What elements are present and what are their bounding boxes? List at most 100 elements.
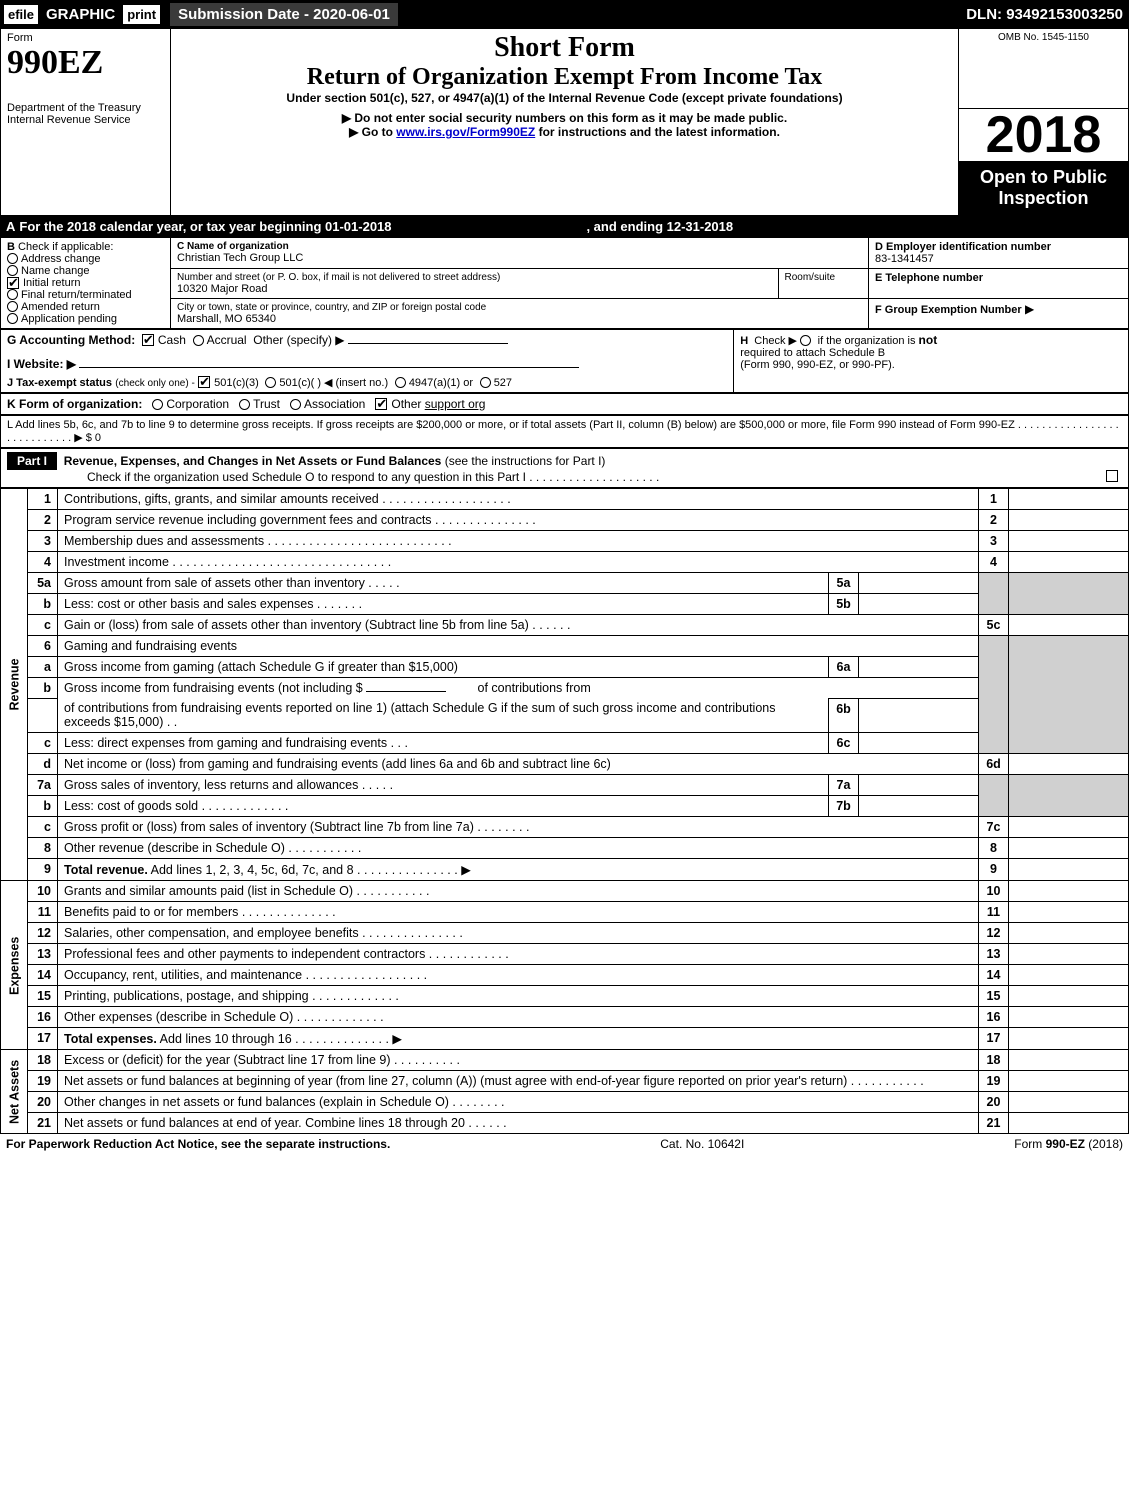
- l6-n: 6: [28, 635, 58, 656]
- l6c-amt[interactable]: [859, 733, 979, 754]
- grey-6c: [979, 733, 1009, 754]
- l9-r: 9: [979, 859, 1009, 881]
- l17-amt[interactable]: [1009, 1028, 1129, 1050]
- l7a-amt[interactable]: [859, 775, 979, 796]
- l5a-t: Gross amount from sale of assets other t…: [58, 572, 829, 593]
- g-accrual-check[interactable]: [193, 335, 204, 346]
- l20-t: Other changes in net assets or fund bala…: [58, 1092, 979, 1113]
- open-public: Open to Public Inspection: [959, 161, 1128, 215]
- l5b-m: 5b: [829, 593, 859, 614]
- l7a-n: 7a: [28, 775, 58, 796]
- h-b: if the organization is: [818, 335, 919, 347]
- j-b: 501(c)( ) ◀ (insert no.): [279, 377, 388, 389]
- l21-n: 21: [28, 1113, 58, 1134]
- print-button[interactable]: print: [123, 5, 160, 24]
- d-label: D Employer identification number: [875, 241, 1051, 253]
- f-arrow: ▶: [1025, 302, 1034, 316]
- j-note: (check only one) ‑: [115, 378, 194, 389]
- l7b-amt[interactable]: [859, 796, 979, 817]
- line-a-text-a: For the 2018 calendar year, or tax year …: [19, 219, 391, 234]
- part1-check[interactable]: [1106, 470, 1118, 482]
- l3-t: Membership dues and assessments . . . . …: [58, 530, 979, 551]
- main-title: Return of Organization Exempt From Incom…: [177, 64, 952, 91]
- goto-link[interactable]: www.irs.gov/Form990EZ: [396, 125, 535, 139]
- efile-button[interactable]: efile: [4, 5, 38, 24]
- l8-amt[interactable]: [1009, 838, 1129, 859]
- l11-amt[interactable]: [1009, 902, 1129, 923]
- l7a-m: 7a: [829, 775, 859, 796]
- ghij-block: G Accounting Method: Cash Accrual Other …: [0, 329, 1129, 393]
- l16-amt[interactable]: [1009, 1007, 1129, 1028]
- l3-amt[interactable]: [1009, 530, 1129, 551]
- l1-amt[interactable]: [1009, 488, 1129, 509]
- j-501c3[interactable]: [198, 376, 210, 388]
- l14-amt[interactable]: [1009, 965, 1129, 986]
- l18-r: 18: [979, 1050, 1009, 1071]
- k-assoc[interactable]: [290, 399, 301, 410]
- header-table: Form 990EZ Department of the Treasury In…: [0, 28, 1129, 216]
- l4-t: Investment income . . . . . . . . . . . …: [58, 551, 979, 572]
- l20-amt[interactable]: [1009, 1092, 1129, 1113]
- l2-r: 2: [979, 509, 1009, 530]
- l13-amt[interactable]: [1009, 944, 1129, 965]
- l4-amt[interactable]: [1009, 551, 1129, 572]
- l19-amt[interactable]: [1009, 1071, 1129, 1092]
- k-3: Other: [391, 397, 421, 411]
- l6b-t1: Gross income from fundraising events (no…: [64, 681, 363, 695]
- g-label: G Accounting Method:: [7, 333, 135, 347]
- g-cash-check[interactable]: [142, 334, 154, 346]
- l6b-t2: of contributions from fundraising events…: [58, 698, 829, 733]
- l5c-amt[interactable]: [1009, 614, 1129, 635]
- subtitle: Under section 501(c), 527, or 4947(a)(1)…: [177, 91, 952, 105]
- b-opt-initial[interactable]: [7, 277, 19, 289]
- l12-r: 12: [979, 923, 1009, 944]
- l10-amt[interactable]: [1009, 881, 1129, 902]
- l12-amt[interactable]: [1009, 923, 1129, 944]
- l15-amt[interactable]: [1009, 986, 1129, 1007]
- l6d-n: d: [28, 754, 58, 775]
- l8-r: 8: [979, 838, 1009, 859]
- k-trust[interactable]: [239, 399, 250, 410]
- l7c-amt[interactable]: [1009, 817, 1129, 838]
- l13-n: 13: [28, 944, 58, 965]
- b-opt-final[interactable]: [7, 289, 18, 300]
- b-opt-address[interactable]: [7, 253, 18, 264]
- b-opt-pending[interactable]: [7, 313, 18, 324]
- goto-line: ▶ Go to www.irs.gov/Form990EZ for instru…: [177, 125, 952, 139]
- top-bar: efile GRAPHIC print Submission Date - 20…: [0, 0, 1129, 28]
- form-number: 990EZ: [7, 44, 164, 82]
- grey-6b12: [1009, 677, 1129, 698]
- b-opt-amended[interactable]: [7, 301, 18, 312]
- k-other[interactable]: [375, 398, 387, 410]
- l17-t: Add lines 10 through 16 . . . . . . . . …: [160, 1032, 402, 1046]
- line-a-text-b: , and ending 12-31-2018: [586, 219, 733, 234]
- l12-t: Salaries, other compensation, and employ…: [58, 923, 979, 944]
- part1-label: Part I: [7, 452, 57, 470]
- j-4947[interactable]: [395, 377, 406, 388]
- l17-bold: Total expenses.: [64, 1032, 157, 1046]
- l6b-amt[interactable]: [859, 698, 979, 733]
- h-check[interactable]: [800, 335, 811, 346]
- j-527[interactable]: [480, 377, 491, 388]
- footer-mid: Cat. No. 10642I: [660, 1137, 744, 1151]
- l5a-amt[interactable]: [859, 572, 979, 593]
- l-block: L Add lines 5b, 6c, and 7b to line 9 to …: [0, 415, 1129, 448]
- k-corp[interactable]: [152, 399, 163, 410]
- l18-amt[interactable]: [1009, 1050, 1129, 1071]
- l6d-amt[interactable]: [1009, 754, 1129, 775]
- l9-bold: Total revenue.: [64, 863, 148, 877]
- j-a: 501(c)(3): [214, 377, 259, 389]
- entity-block: B Check if applicable: Address change Na…: [0, 237, 1129, 329]
- grey-5a: [979, 572, 1009, 593]
- l6-t: Gaming and fundraising events: [58, 635, 979, 656]
- k-other-text: support org: [425, 397, 486, 411]
- l5b-amt[interactable]: [859, 593, 979, 614]
- l9-amt[interactable]: [1009, 859, 1129, 881]
- l21-amt[interactable]: [1009, 1113, 1129, 1134]
- l6a-amt[interactable]: [859, 656, 979, 677]
- l2-amt[interactable]: [1009, 509, 1129, 530]
- l18-n: 18: [28, 1050, 58, 1071]
- j-501c[interactable]: [265, 377, 276, 388]
- h-a: Check ▶: [754, 335, 797, 347]
- grey-7a2: [1009, 775, 1129, 796]
